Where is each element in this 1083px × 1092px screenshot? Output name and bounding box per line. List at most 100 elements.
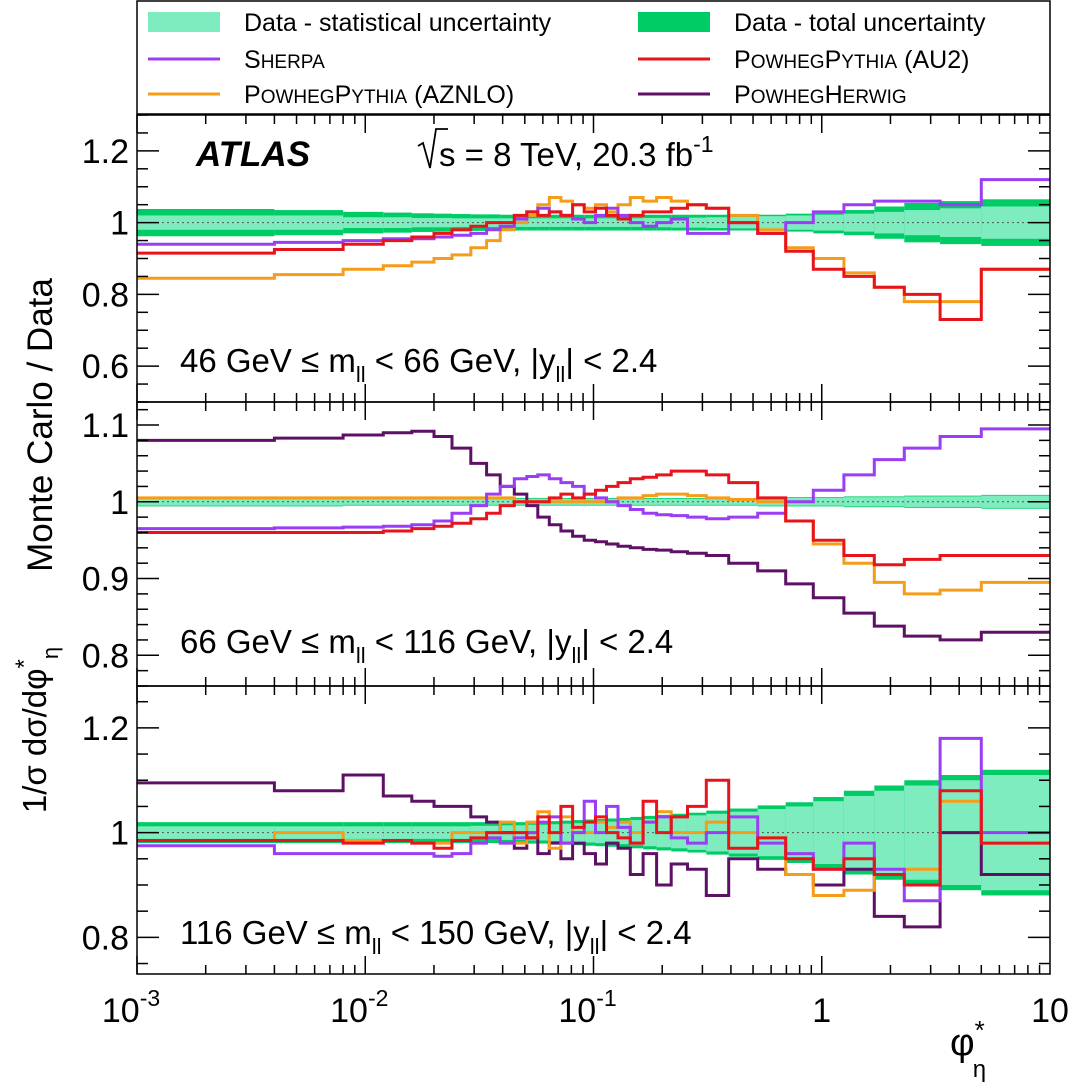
stat-uncertainty-band (687, 217, 707, 228)
panel-label: 46 GeV ≤ mll < 66 GeV, |yll| < 2.4 (180, 342, 657, 387)
panel-label-sub: ll (356, 362, 366, 387)
panel-label: 66 GeV ≤ mll < 116 GeV, |yll| < 2.4 (180, 623, 673, 668)
y-axis-label-2-sub: η (38, 647, 63, 659)
energy-label-sup: -1 (693, 131, 713, 157)
y-tick-label: 0.9 (82, 561, 129, 599)
x-tick-label-base: 10 (1031, 992, 1069, 1030)
stat-uncertainty-band (785, 806, 814, 859)
panel-label-sub: ll (590, 934, 600, 959)
y-tick-label: 1 (110, 484, 129, 522)
legend-swatch (148, 12, 220, 32)
panel-label-mid: < 150 GeV, |y (382, 914, 591, 951)
y-ticks: 0.8 1 1.2 (82, 700, 1050, 965)
x-axis-label-star: * (975, 1015, 985, 1045)
legend-entry-2: Data - total uncertainty (638, 9, 986, 37)
legend-label-small: ERWIG (843, 87, 907, 108)
y-tick-label: 1 (110, 815, 129, 853)
stat-uncertainty-band (630, 498, 644, 505)
x-tick-label-base: 10 (330, 992, 368, 1030)
legend-label-cap: H (825, 81, 843, 109)
y-ticks: 0.8 0.9 1 1.1 (82, 407, 1050, 687)
legend-label-small: OWHEG (751, 87, 825, 108)
plot-panels: 0.60.811.246 GeV ≤ mll < 66 GeV, |yll| <… (82, 114, 1051, 975)
series-line-2 (137, 492, 1050, 596)
x-axis-label: φ* η (950, 1015, 986, 1083)
y-tick-label: 0.6 (82, 348, 129, 386)
panel-2: 0.80.911.166 GeV ≤ mll < 116 GeV, |yll| … (82, 401, 1051, 687)
panel-label-mid: < 66 GeV, |y (366, 342, 556, 379)
stat-uncertainty-band (137, 215, 275, 230)
stat-uncertainty-band (560, 823, 573, 842)
panel-label-post: | < 2.4 (600, 914, 692, 951)
stat-uncertainty-band (757, 216, 786, 230)
panel-label-sub: ll (556, 362, 566, 387)
legend-label: POWHEGPYTHIA (AZNLO) (244, 81, 514, 109)
panel-label-pre: 46 GeV ≤ m (180, 342, 356, 379)
legend-label-cap: P (734, 81, 751, 109)
series-line-4 (137, 469, 1050, 567)
panel-label-mid: < 116 GeV, |y (366, 623, 572, 660)
panel-label: 116 GeV ≤ mll < 150 GeV, |yll| < 2.4 (180, 914, 692, 959)
stat-uncertainty-band (549, 218, 561, 227)
series-line-3 (137, 203, 1050, 321)
y-tick-label: 1.1 (82, 407, 129, 445)
x-axis-label-main: φ (950, 1022, 975, 1064)
panel-label-post: | < 2.4 (565, 342, 657, 379)
x-tick-label: 10-3 (102, 985, 160, 1030)
x-axis-label-sub: η (973, 1056, 986, 1083)
panel-label-post: | < 2.4 (581, 623, 673, 660)
stat-uncertainty-band (595, 218, 607, 227)
stat-uncertainty-band (617, 498, 631, 505)
stat-uncertainty-band (757, 809, 786, 857)
x-tick-label-base: 1 (812, 992, 831, 1030)
stat-uncertainty-band (452, 498, 471, 505)
legend-label-cap: P (734, 46, 751, 74)
panel-label-sub: ll (356, 643, 366, 668)
y-tick-label: 1 (110, 205, 129, 243)
legend-label-cap: S (244, 46, 261, 74)
stat-uncertainty-band (643, 498, 657, 505)
series-line-4 (137, 778, 1050, 887)
panel-label-pre: 116 GeV ≤ m (180, 914, 372, 951)
panel-label-sub: ll (372, 934, 382, 959)
stat-uncertainty-band (843, 213, 875, 232)
legend-label: Data - statistical uncertainty (244, 9, 552, 37)
legend-label-cap: P (244, 81, 261, 109)
y-tick-label: 1.2 (82, 710, 129, 748)
legend-label-small: OWHEG (751, 52, 825, 73)
y-axis-label-2-star: * (11, 659, 38, 668)
x-tick-label-exp: -3 (140, 985, 160, 1011)
legend: Data - statistical uncertainty Data - tot… (136, 0, 1051, 115)
y-ticks: 0.6 0.8 1 1.2 (82, 114, 1050, 403)
legend-entry-1: Data - statistical uncertainty (148, 9, 552, 37)
panel-label-sub: ll (571, 643, 581, 668)
stat-uncertainty-band (981, 495, 1050, 508)
stat-uncertainty-band (940, 496, 982, 508)
x-tick-label-exp: -2 (368, 985, 388, 1011)
x-tick-label-exp: -1 (596, 985, 616, 1011)
sqrt-symbol (417, 128, 448, 169)
stat-uncertainty-band (452, 218, 471, 227)
series-line-2 (137, 799, 1050, 897)
x-ticks (136, 686, 1041, 974)
stat-uncertainty-band (843, 497, 875, 507)
legend-entry-4: POWHEGPYTHIA (AU2) (638, 46, 969, 74)
x-tick-label-base: 10 (558, 992, 596, 1030)
legend-entry-5: POWHEGPYTHIA (AZNLO) (148, 81, 514, 109)
series-line-1 (137, 196, 1050, 304)
legend-label-small: YTHIA (351, 87, 407, 108)
stat-uncertainty-band (940, 208, 982, 237)
legend-label-small: HERPA (261, 52, 325, 73)
y-tick-label: 1.2 (82, 133, 129, 171)
stat-uncertainty-band (643, 217, 657, 228)
series-line-2 (137, 178, 1050, 246)
legend-label: Data - total uncertainty (734, 9, 986, 37)
legend-label: POWHEGHERWIG (734, 81, 907, 109)
series-line-1 (137, 429, 1050, 642)
stat-uncertainty-band (643, 819, 657, 847)
legend-entry-3: SHERPA (148, 46, 325, 74)
legend-label-tail: (AZNLO) (407, 81, 514, 109)
legend-label-tail: (AU2) (897, 46, 969, 74)
legend-swatch (638, 12, 710, 32)
